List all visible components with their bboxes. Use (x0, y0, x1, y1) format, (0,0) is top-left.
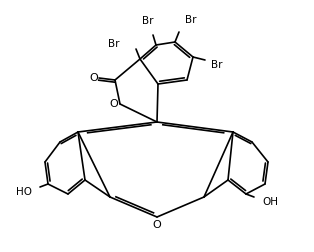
Text: Br: Br (108, 39, 120, 49)
Text: O: O (110, 99, 118, 109)
Text: Br: Br (142, 16, 154, 26)
Text: OH: OH (262, 197, 278, 207)
Text: Br: Br (185, 15, 197, 25)
Text: O: O (153, 220, 161, 230)
Text: Br: Br (211, 60, 223, 70)
Text: O: O (89, 73, 98, 83)
Text: HO: HO (16, 187, 32, 197)
